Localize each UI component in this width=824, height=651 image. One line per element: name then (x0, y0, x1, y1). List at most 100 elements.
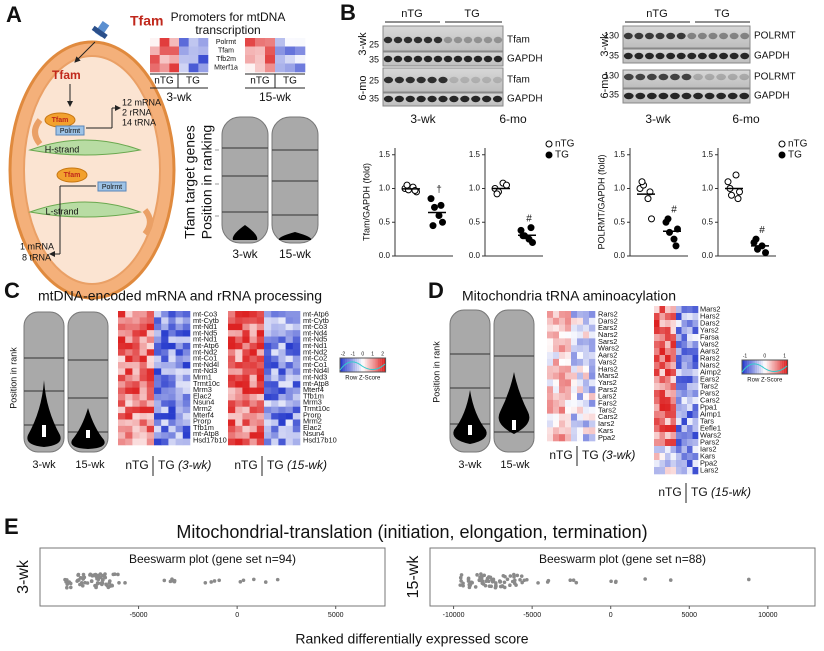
polrmt-label: Polrmt (102, 184, 122, 191)
heatmap-cell (692, 446, 699, 454)
heatmap-cell (553, 399, 560, 408)
heatmap-cell (168, 387, 176, 395)
heatmap-cell (577, 331, 584, 339)
swarm-dot (212, 579, 217, 583)
y-tick-label: 1.5 (702, 150, 714, 159)
color-key-cell (379, 358, 382, 372)
heatmap-cell (132, 323, 140, 331)
y-tick-label: 1.0 (469, 184, 481, 193)
blot-band (655, 52, 665, 60)
plot-frame (429, 547, 816, 607)
heatmap-cell (249, 349, 258, 356)
heatmap-cell (161, 368, 169, 376)
heatmap-cell (665, 453, 671, 461)
heatmap-cell (292, 330, 301, 337)
color-key-cell (781, 360, 784, 374)
color-key-cell (381, 358, 384, 372)
heatmap-cell (665, 467, 671, 475)
blot-band (405, 95, 415, 103)
heatmap-cell (271, 381, 279, 388)
blot-band (460, 95, 470, 103)
heatmap-cell (125, 349, 133, 356)
heatmap-cell (577, 311, 584, 319)
heatmap-cell (125, 425, 133, 433)
gene-label: Tars2 (598, 405, 616, 414)
heatmap-cell (589, 406, 596, 414)
heatmap-cell (132, 342, 140, 350)
color-key-cell (362, 358, 365, 372)
swarm-dot (241, 578, 246, 583)
heatmap-cell (583, 365, 590, 373)
heatmap-cell (285, 387, 294, 395)
swarm-dot (81, 572, 86, 577)
color-key-cell (766, 360, 769, 374)
group-label: nTG (646, 8, 667, 20)
heatmap-cell (179, 63, 189, 73)
heatmap-cell (692, 355, 699, 363)
gene-label: mt-Atp6 (193, 341, 219, 350)
heatmap-cell (168, 413, 176, 420)
heatmap-cell (553, 406, 560, 414)
heatmap-cell (182, 413, 191, 420)
gene-label: Aimp1 (700, 409, 721, 418)
heatmap-cell (132, 330, 140, 337)
blot-band (427, 76, 437, 84)
data-point (427, 195, 435, 203)
panel-label: A (6, 2, 22, 27)
heatmap-cell (659, 418, 666, 426)
blot-band (449, 95, 459, 103)
color-key-cell (757, 360, 760, 374)
heatmap-cell (256, 393, 265, 401)
heatmap-cell (559, 365, 566, 373)
heatmap-cell (292, 342, 301, 350)
heatmap-cell (565, 324, 572, 332)
heatmaps: mt-Co3mt-Cytbmt-Nd1mt-Nd5mt-Nd1mt-Atp6mt… (118, 309, 387, 446)
gene-label: mt-Co1 (193, 354, 217, 363)
heatmap-cell (670, 376, 677, 384)
heatmap-cell (118, 438, 126, 446)
group-label: TG (267, 458, 284, 472)
heatmap-cell (139, 330, 148, 337)
heatmap-cell (681, 446, 688, 454)
heatmap-cell (125, 336, 133, 344)
heatmap-cell (676, 390, 682, 398)
heatmap-cell (249, 317, 258, 325)
heatmap-cell (654, 313, 660, 321)
heatmap-cell (175, 393, 184, 401)
heatmap-cell (659, 355, 666, 363)
heatmap-cell (132, 336, 140, 344)
heatmap-cell (125, 342, 133, 350)
swarm-dot (498, 580, 502, 584)
blot-band (716, 73, 726, 81)
heatmap-cell (565, 434, 572, 442)
blot-band (403, 36, 413, 44)
blot-band (666, 52, 676, 60)
blot-band (697, 32, 707, 40)
heatmap-cell (168, 381, 176, 388)
panel-title: Mitochondrial-translation (initiation, e… (176, 522, 647, 542)
heatmap-cell (681, 390, 688, 398)
heatmap-cell (275, 55, 286, 64)
heatmap-cell (670, 439, 677, 447)
gene-label: mt-Co3 (303, 322, 327, 331)
heatmap-cell (583, 311, 590, 319)
heatmap-cell (161, 400, 169, 408)
swarm-dot (525, 577, 529, 582)
y-tick-label: 0.5 (702, 217, 714, 226)
heatmap-cell (146, 330, 155, 337)
swarm-dot (112, 572, 117, 576)
heatmap-cell (547, 338, 554, 346)
heatmap-cell (577, 372, 584, 380)
gene-label: Farsa (700, 332, 720, 341)
western-blots (382, 21, 751, 107)
y-tick-label: 0.5 (614, 217, 626, 226)
heatmap-cell (565, 379, 572, 387)
heatmap-cell (235, 419, 243, 427)
heatmap-cell (665, 411, 671, 419)
group-label: nTG (250, 76, 270, 87)
heatmap-cell (571, 386, 578, 394)
heatmap-cell (242, 311, 250, 318)
heatmap-cell (249, 387, 258, 395)
y-axis-label: Position in rank (431, 341, 441, 403)
group-label: TG (158, 458, 175, 472)
